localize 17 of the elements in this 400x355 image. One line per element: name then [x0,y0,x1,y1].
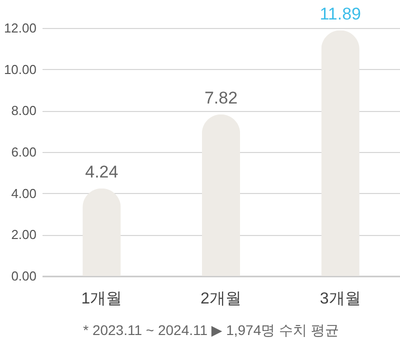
text: * 2023.11 ~ 2024.11 ▶ 1,974명 수치 평균 [83,322,339,338]
data-label: 4.24 [85,162,118,182]
x-tick-label: 1개월 [81,290,122,308]
bar [82,188,121,276]
bar [202,114,240,276]
x-tick-label: 2개월 [200,290,242,308]
y-tick-label: 2.00 [11,227,36,242]
y-tick-label: 10.00 [4,62,36,77]
y-tick-label: 8.00 [11,103,36,118]
y-tick-label: 4.00 [11,186,36,201]
bar [321,30,360,276]
y-tick-label: 6.00 [11,144,36,160]
data-label: 7.82 [204,88,238,108]
x-tick-label: 3개월 [320,290,361,308]
y-tick-label: 0.00 [11,268,36,284]
data-label: 11.89 [320,4,361,24]
y-tick-label: 12.00 [4,20,36,36]
